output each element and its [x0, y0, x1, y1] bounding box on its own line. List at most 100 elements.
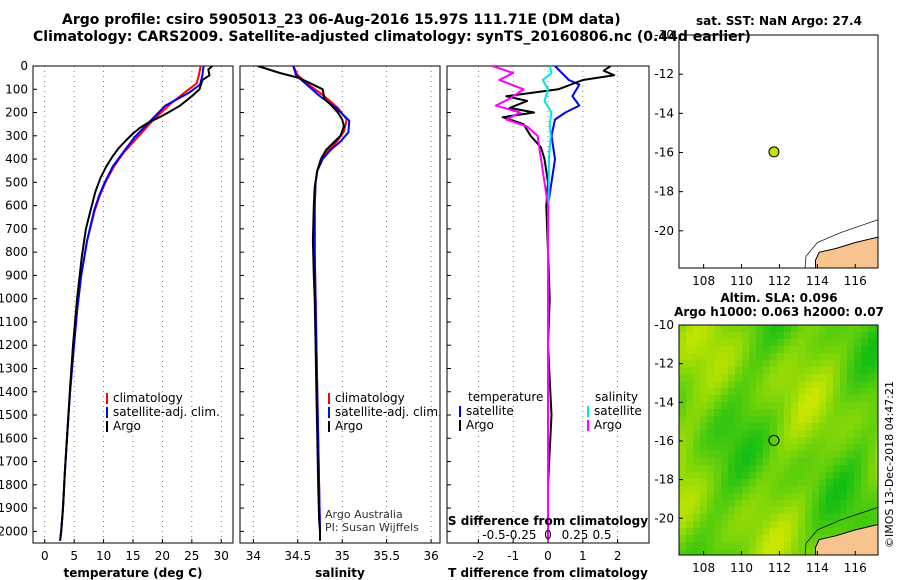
sla-map-heat-cell: [679, 479, 686, 486]
sla-map-heat-cell: [756, 528, 763, 535]
sst-map-content: [804, 219, 878, 268]
sst-map-xtick-label: 114: [806, 274, 829, 288]
sla-map-heat-cell: [742, 542, 749, 549]
sla-map-heat-cell: [679, 325, 686, 332]
sla-map-heat-cell: [861, 437, 868, 444]
sst-map-ytick-label: -10: [654, 28, 674, 42]
sla-map-heat-cell: [707, 416, 714, 423]
sla-map-heat-cell: [693, 367, 700, 374]
sla-map-heat-cell: [784, 479, 791, 486]
diff-top-xtick-label: 0.25: [562, 528, 589, 542]
sla-map-heat-cell: [861, 500, 868, 507]
sla-map-heat-cell: [679, 430, 686, 437]
sla-map-heat-cell: [756, 535, 763, 542]
sla-map-heat-cell: [805, 472, 812, 479]
sst-map-title: sat. SST: NaN Argo: 27.4: [696, 14, 862, 28]
sla-map-heat-cell: [798, 514, 805, 521]
sla-map-heat-cell: [714, 395, 721, 402]
sla-map-heat-cell: [826, 388, 833, 395]
depth-tick-label: 2000: [0, 524, 28, 538]
sla-map-heat-cell: [686, 409, 693, 416]
sla-map-heat-cell: [805, 423, 812, 430]
sla-map-heat-cell: [749, 493, 756, 500]
sla-map-heat-cell: [700, 332, 707, 339]
sla-map-heat-cell: [791, 381, 798, 388]
depth-tick-label: 1600: [0, 431, 28, 445]
sla-map-heat-cell: [868, 339, 875, 346]
sla-map-heat-cell: [742, 493, 749, 500]
sst-map-xtick-label: 108: [692, 274, 715, 288]
sla-map-heat-cell: [770, 374, 777, 381]
sla-map-heat-cell: [777, 479, 784, 486]
sla-map-heat-cell: [791, 451, 798, 458]
sla-map-heat-cell: [868, 444, 875, 451]
sla-map-heat-cell: [868, 353, 875, 360]
sla-map-heat-cell: [833, 423, 840, 430]
sla-map-heat-cell: [812, 388, 819, 395]
sla-map-heat-cell: [819, 388, 826, 395]
sla-map-heat-cell: [735, 479, 742, 486]
sla-map-heat-cell: [700, 451, 707, 458]
diff-legend-sal-title: salinity: [595, 390, 638, 404]
sla-map-heat-cell: [833, 472, 840, 479]
sla-map-heat-cell: [742, 521, 749, 528]
sla-map-heat-cell: [812, 360, 819, 367]
sla-map-heat-cell: [861, 367, 868, 374]
sla-map-heat-cell: [833, 528, 840, 535]
sla-map-heat-cell: [847, 451, 854, 458]
sla-map-heat-cell: [679, 395, 686, 402]
sla-map-heat-cell: [763, 423, 770, 430]
sla-map-heat-cell: [735, 339, 742, 346]
sla-map-heat-cell: [707, 549, 714, 555]
sla-map-heat-cell: [693, 486, 700, 493]
sla-map-heat-cell: [700, 339, 707, 346]
sla-map-heat-cell: [770, 409, 777, 416]
sla-map-heat-cell: [777, 535, 784, 542]
sla-map-heat-cell: [805, 409, 812, 416]
sla-map-heat-cell: [756, 549, 763, 555]
sla-map-heat-cell: [770, 542, 777, 549]
sla-map-heat-cell: [721, 430, 728, 437]
sla-map-heat-cell: [756, 521, 763, 528]
sla-map-heat-cell: [777, 472, 784, 479]
sla-map-heat-cell: [756, 493, 763, 500]
sla-map-heat-cell: [686, 416, 693, 423]
sla-map-heat-cell: [875, 479, 878, 486]
sla-map-heat-cell: [777, 395, 784, 402]
sla-map-heat-cell: [854, 325, 861, 332]
sla-map-heat-cell: [805, 493, 812, 500]
sla-map-heat-cell: [770, 507, 777, 514]
sla-map-heat-cell: [812, 437, 819, 444]
sla-map-heat-cell: [791, 542, 798, 549]
sla-map-heat-cell: [742, 479, 749, 486]
sla-map-heat-cell: [805, 381, 812, 388]
sla-map-heat-cell: [805, 437, 812, 444]
sla-map-heat-cell: [707, 500, 714, 507]
sla-map-heat-cell: [812, 528, 819, 535]
sla-map-heat-cell: [693, 521, 700, 528]
sla-map-heat-cell: [679, 507, 686, 514]
sla-map-heat-cell: [833, 374, 840, 381]
sla-map-heat-cell: [784, 395, 791, 402]
sla-map-heat-cell: [756, 346, 763, 353]
sla-map-heat-cell: [833, 437, 840, 444]
sla-map-heat-cell: [819, 472, 826, 479]
sla-map-heat-cell: [840, 416, 847, 423]
sla-map-heat-cell: [861, 360, 868, 367]
sla-map-heat-cell: [854, 465, 861, 472]
sla-map-heat-cell: [735, 535, 742, 542]
sla-map-heat-cell: [847, 514, 854, 521]
sla-map-heat-cell: [721, 346, 728, 353]
sla-map-heat-cell: [693, 528, 700, 535]
sla-map-heat-cell: [749, 444, 756, 451]
sla-map-heat-cell: [721, 465, 728, 472]
sla-map-heat-cell: [868, 423, 875, 430]
sla-map-heat-cell: [728, 395, 735, 402]
sla-map-heat-cell: [805, 479, 812, 486]
sla-map-heat-cell: [700, 367, 707, 374]
sla-map-heat-cell: [735, 409, 742, 416]
sla-map-heat-cell: [805, 514, 812, 521]
sla-map-heat-cell: [770, 402, 777, 409]
sla-map-heat-cell: [798, 437, 805, 444]
